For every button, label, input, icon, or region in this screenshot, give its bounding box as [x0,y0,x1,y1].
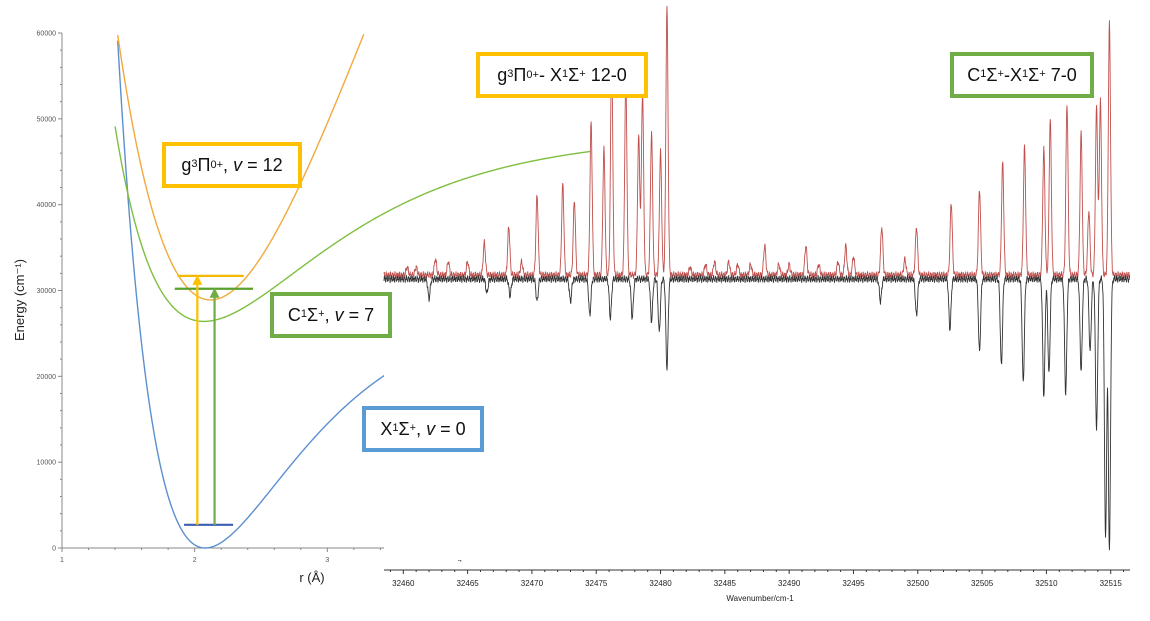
g3-spectrum-label: g 3 Π 0+ - X 1 Σ + 12-0 [476,52,648,98]
c1spec-sup4: + [1039,68,1046,80]
transition-arrow-head [209,287,220,298]
spectrum-x-axis-label: Wavenumber/cm-1 [726,594,794,603]
g3spec-sigma: Σ [568,64,580,85]
pec-x-tick-label: 2 [193,557,197,564]
upper-spectrum-trace [383,6,1130,280]
c1-sup1: 1 [300,308,307,320]
spectrum-chart: 32460 32465 32470 32475 32480 32485 32490 32495… [383,6,1136,603]
g3-pi: Π [197,154,211,175]
x1-rest: , [416,418,422,439]
g3spec-pi: Π [513,64,527,85]
g3spec-mid: - X [538,64,562,85]
x1-v: v [426,418,436,439]
c1-sigma: Σ [306,304,319,325]
pec-y-axis-label: Energy (cm⁻¹) [12,259,27,341]
spectrum-traces [383,6,1131,551]
spectrum-x-tick-label: 32465 [456,579,479,588]
c-state-curve [114,126,591,323]
g3-sub: 0+ [210,159,224,171]
c1-state-label: C 1 Σ +, v = 7 [270,292,392,338]
pec-y-tick-label: 50000 [37,116,57,123]
x1-sup2: + [409,422,417,434]
c1spec-sigma2: Σ [1028,64,1040,85]
spectrum-x-tick-label: 32495 [842,579,865,588]
pec-levels [174,274,254,526]
g3spec-sup3: + [579,68,586,80]
pec-y-tick-label: 20000 [37,374,57,381]
spectrum-x-tick-label: 32515 [1100,579,1123,588]
transition-arrow-head [192,274,203,285]
spectrum-x-axis: 32460 32465 32470 32475 32480 32485 32490 32495… [384,569,1130,588]
g3spec-sup1: 3 [507,68,514,80]
g3-sup: 3 [191,158,198,170]
g3spec-sup2: 1 [561,68,569,80]
pec-x-axis-label: r (Å) [299,570,324,585]
pec-x-tick-label: 4 [458,557,462,564]
c1spec-mid: -X [1003,64,1022,85]
x1-sigma: Σ [398,418,410,439]
pec-transition-arrows [192,274,220,525]
g3-v: v [233,154,243,175]
g3spec-prefix: g [497,64,508,85]
c1spec-sup3: 1 [1021,68,1029,80]
spectrum-x-tick-label: 32510 [1035,579,1058,588]
c1spec-sup1: 1 [980,68,987,80]
c1-rest: , [324,304,330,325]
g3-state-label: g 3 Π 0+, v = 12 [162,142,302,188]
g-state-curve [117,34,365,301]
spectrum-x-tick-label: 32505 [971,579,994,588]
spectrum-x-tick-label: 32475 [585,579,608,588]
pec-x-tick-label: 1 [60,557,64,564]
spectrum-x-tick-label: 32470 [521,579,544,588]
pec-y-tick-label: 40000 [37,202,57,209]
g3-tail: = 12 [242,154,283,175]
c1spec-sigma: Σ [986,64,998,85]
pec-y-tick-label: 10000 [37,460,57,467]
c1spec-prefix: C [967,64,981,85]
pec-y-tick-label: 60000 [37,31,57,38]
g3spec-tail: 12-0 [585,64,627,85]
spectrum-x-tick-label: 32500 [907,579,930,588]
x1-sup1: 1 [392,422,399,434]
c1-tail: = 7 [343,304,375,325]
c1spec-tail: 7-0 [1045,64,1077,85]
g3spec-sub: 0+ [526,69,539,81]
lower-spectrum-trace [383,274,1131,551]
spectrum-x-tick-label: 32480 [649,579,672,588]
c1-spectrum-label: C 1 Σ + -X 1 Σ + 7-0 [950,52,1094,98]
x1-tail: = 0 [435,418,466,439]
x1-state-label: X 1 Σ +, v = 0 [362,406,484,452]
x1-prefix: X [380,418,393,439]
g3-rest: , [223,154,229,175]
c1-v: v [334,304,344,325]
spectrum-x-tick-label: 32490 [778,579,801,588]
spectrum-x-tick-label: 32485 [714,579,737,588]
g3-prefix: g [181,154,192,175]
pec-y-tick-label: 0 [52,546,56,553]
spectrum-x-tick-label: 32460 [392,579,415,588]
c1spec-sup2: + [997,68,1004,80]
pec-x-tick-label: 3 [325,557,329,564]
pec-y-tick-label: 30000 [37,288,57,295]
c1-sup2: + [318,308,325,320]
c1-prefix: C [287,304,301,325]
spectrum-background [384,250,1136,560]
